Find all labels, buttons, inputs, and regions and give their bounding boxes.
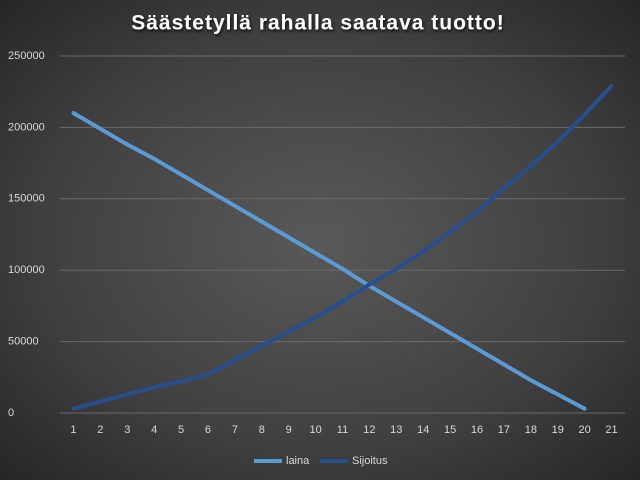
legend-label: Sijoitus [352,455,388,467]
x-tick-label: 10 [309,424,321,436]
x-tick-label: 21 [605,424,617,436]
x-tick-label: 6 [205,424,211,436]
x-tick-label: 15 [444,424,456,436]
x-tick-label: 17 [498,424,510,436]
x-tick-label: 8 [259,424,265,436]
x-tick-label: 7 [232,424,238,436]
y-tick-label: 0 [8,407,14,419]
x-tick-label: 20 [579,424,591,436]
x-tick-label: 1 [70,424,76,436]
x-tick-label: 16 [471,424,483,436]
legend-label: laina [286,455,310,467]
x-tick-label: 19 [552,424,564,436]
x-tick-label: 4 [151,424,157,436]
x-tick-label: 18 [525,424,537,436]
x-tick-label: 11 [337,424,348,436]
x-tick-label: 9 [286,424,292,436]
x-tick-label: 3 [124,424,130,436]
y-tick-label: 150000 [8,193,45,205]
chart-title: Säästetyllä rahalla saatava tuotto! [131,12,504,35]
series-line [71,84,614,411]
x-tick-label: 12 [363,424,375,436]
y-tick-label: 200000 [8,121,45,133]
y-tick-label: 250000 [8,50,45,62]
x-tick-label: 2 [97,424,103,436]
x-tick-label: 5 [178,424,184,436]
x-tick-label: 14 [417,424,429,436]
x-tick-label: 13 [390,424,402,436]
y-tick-label: 100000 [8,264,45,276]
series-line [71,111,587,411]
y-tick-label: 50000 [8,336,39,348]
